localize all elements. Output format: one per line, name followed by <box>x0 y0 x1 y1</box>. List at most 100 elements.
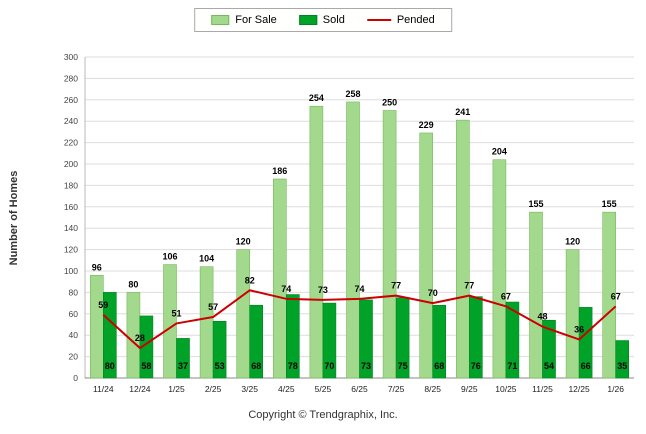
legend-item-pended: Pended <box>366 14 435 26</box>
for-sale-value-label: 80 <box>128 279 138 289</box>
pended-value-label: 70 <box>428 288 438 298</box>
x-tick-label: 1/26 <box>607 384 624 394</box>
y-tick-label: 80 <box>69 287 79 297</box>
y-tick-label: 20 <box>69 352 79 362</box>
x-tick-label: 5/25 <box>315 384 332 394</box>
bar-sold <box>578 307 593 379</box>
pended-value-label: 74 <box>281 284 291 294</box>
y-tick-label: 280 <box>64 73 78 83</box>
bar-sold <box>359 299 373 379</box>
legend: For Sale Sold Pended <box>194 8 452 32</box>
sold-label: Sold <box>322 14 345 26</box>
bar-sold <box>212 320 227 379</box>
bar-for-sale <box>272 178 287 379</box>
bar-for-sale <box>236 249 250 379</box>
x-tick-label: 11/25 <box>532 384 553 394</box>
for-sale-label: For Sale <box>235 14 277 26</box>
bar-for-sale <box>163 264 177 379</box>
sold-value-label: 71 <box>507 361 517 371</box>
for-sale-value-label: 155 <box>602 199 617 209</box>
y-tick-label: 260 <box>64 95 78 105</box>
sold-value-label: 35 <box>617 361 627 371</box>
for-sale-value-label: 204 <box>492 147 507 157</box>
x-tick-label: 2/25 <box>205 384 222 394</box>
for-sale-value-label: 258 <box>345 89 360 99</box>
sold-value-label: 68 <box>251 361 261 371</box>
pended-line <box>102 289 617 350</box>
bar-for-sale <box>602 211 617 379</box>
y-tick-label: 160 <box>64 202 78 212</box>
bar-for-sale <box>346 101 360 379</box>
pended-value-label: 74 <box>354 284 364 294</box>
for-sale-value-label: 186 <box>272 166 287 176</box>
pended-value-label: 28 <box>135 333 145 343</box>
y-tick-label: 140 <box>64 223 78 233</box>
bar-for-sale <box>309 105 324 379</box>
for-sale-value-label: 241 <box>455 107 470 117</box>
for-sale-value-label: 155 <box>528 199 543 209</box>
pended-value-label: 67 <box>501 291 511 301</box>
for-sale-value-label: 120 <box>565 237 580 247</box>
for-sale-value-label: 120 <box>236 237 251 247</box>
bar-for-sale <box>565 249 580 379</box>
x-tick-label: 4/25 <box>278 384 295 394</box>
for-sale-value-label: 96 <box>92 262 102 272</box>
bar-for-sale <box>199 266 214 379</box>
x-tick-label: 10/25 <box>495 384 517 394</box>
bar-sold <box>103 292 117 379</box>
legend-item-for-sale: For Sale <box>211 14 277 26</box>
legend-item-sold: Sold <box>298 14 345 26</box>
pended-value-label: 82 <box>245 275 255 285</box>
x-tick-label: 11/24 <box>93 384 114 394</box>
chart-canvas: 0 20 40 60 80 100 120 140 160 180 200 220 240 260 280 3… <box>64 52 634 394</box>
bar-for-sale <box>492 159 507 379</box>
pended-line-swatch <box>366 19 391 21</box>
bar-sold <box>615 340 630 379</box>
y-tick-label: 180 <box>64 180 78 190</box>
y-tick-label: 240 <box>64 116 78 126</box>
pended-value-label: 57 <box>208 302 218 312</box>
bar-sold <box>542 319 556 379</box>
copyright-text: Copyright © Trendgraphix, Inc. <box>248 409 398 421</box>
bar-sold <box>505 301 520 379</box>
pended-value-label: 77 <box>391 281 401 291</box>
x-tick-label: 7/25 <box>388 384 405 394</box>
y-tick-label: 60 <box>69 309 79 319</box>
for-sale-value-label: 106 <box>162 252 177 262</box>
sold-value-label: 68 <box>434 361 444 371</box>
for-sale-value-label: 254 <box>309 93 324 103</box>
for-sale-value-label: 250 <box>382 98 397 108</box>
bar-for-sale <box>419 132 434 379</box>
pended-value-label: 73 <box>318 285 328 295</box>
pended-value-label: 77 <box>464 281 474 291</box>
bar-for-sale <box>90 274 104 379</box>
x-tick-label: 8/25 <box>424 384 441 394</box>
bar-sold <box>322 302 337 379</box>
pended-label: Pended <box>396 14 435 26</box>
x-tick-label: 3/25 <box>241 384 258 394</box>
x-tick-label: 12/24 <box>129 384 151 394</box>
for-sale-value-label: 104 <box>199 254 214 264</box>
bar-sold <box>432 304 447 379</box>
pended-value-label: 36 <box>574 324 584 334</box>
sold-value-label: 37 <box>178 361 188 371</box>
sold-value-label: 75 <box>398 361 408 371</box>
y-tick-label: 220 <box>64 138 78 148</box>
bar-for-sale <box>455 119 470 379</box>
sold-value-label: 70 <box>324 361 334 371</box>
bar-sold <box>176 338 190 379</box>
x-tick-label: 1/25 <box>168 384 185 394</box>
y-tick-label: 120 <box>64 245 78 255</box>
bar-sold <box>249 304 263 379</box>
bar-for-sale <box>529 211 543 379</box>
bar-sold <box>285 294 300 379</box>
bar-for-sale <box>382 110 397 379</box>
sold-value-label: 80 <box>105 361 115 371</box>
x-tick-label: 12/25 <box>568 384 590 394</box>
sold-value-label: 66 <box>581 361 591 371</box>
pended-value-label: 51 <box>171 308 181 318</box>
pended-value-label: 59 <box>98 300 108 310</box>
pended-value-label: 67 <box>611 291 621 301</box>
y-tick-label: 0 <box>73 373 78 383</box>
